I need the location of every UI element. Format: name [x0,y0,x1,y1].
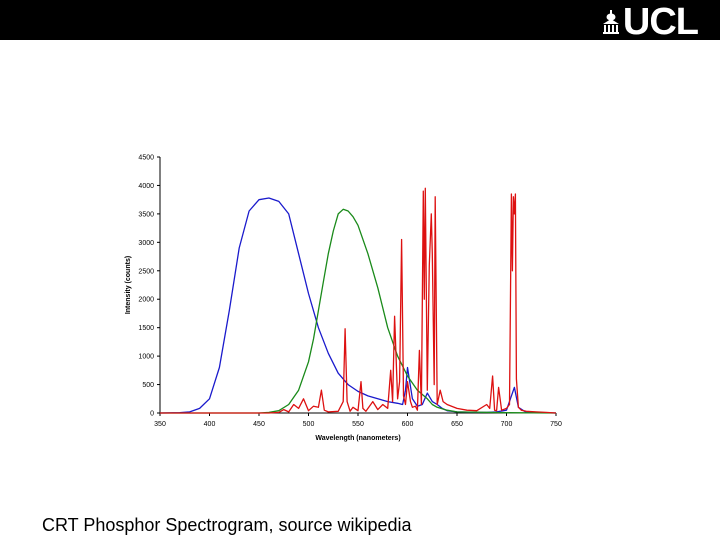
x-tick-label: 400 [204,421,216,428]
y-tick-label: 1500 [138,325,154,332]
x-tick-label: 550 [352,421,364,428]
spectrogram-chart: 0 500 1000 1500 2000 2500 3000 3500 4000 4500 350… [120,148,570,458]
chart-axes [159,157,556,414]
x-axis-label: Wavelength (nanometers) [315,435,400,442]
y-tick-label: 2000 [138,297,154,304]
y-tick-label: 1000 [138,354,154,361]
y-axis-label: Intensity (counts) [125,256,132,314]
chart-svg: 0 500 1000 1500 2000 2500 3000 3500 4000 4500 350… [125,155,562,443]
x-tick-label: 500 [303,421,315,428]
y-tick-label: 4000 [138,183,154,190]
chart-series [159,187,557,414]
x-tick-label: 600 [402,421,414,428]
header-bar: UCL [0,0,720,43]
x-tick-label: 450 [253,421,265,428]
red-phosphor-line [160,187,557,414]
y-tick-label: 3000 [138,240,154,247]
logo-text: UCL [622,1,699,43]
ucl-logo: UCL [602,1,699,43]
y-tick-label: 500 [142,382,154,389]
ucl-portico-icon [602,10,619,34]
y-tick-labels: 0 500 1000 1500 2000 2500 3000 3500 4000 4500 [138,155,160,418]
y-tick-label: 3500 [138,211,154,218]
x-tick-label: 700 [501,421,513,428]
x-tick-label: 750 [550,421,562,428]
figure-caption: CRT Phosphor Spectrogram, source wikiped… [42,515,412,535]
x-tick-labels: 350 400 450 500 550 600 650 700 750 [154,413,562,428]
green-phosphor-line [160,208,557,414]
y-tick-label: 2500 [138,268,154,275]
x-tick-label: 650 [451,421,463,428]
y-tick-label: 0 [150,411,154,418]
x-tick-label: 350 [154,421,166,428]
y-tick-label: 4500 [138,155,154,162]
blue-phosphor-line [159,197,557,414]
